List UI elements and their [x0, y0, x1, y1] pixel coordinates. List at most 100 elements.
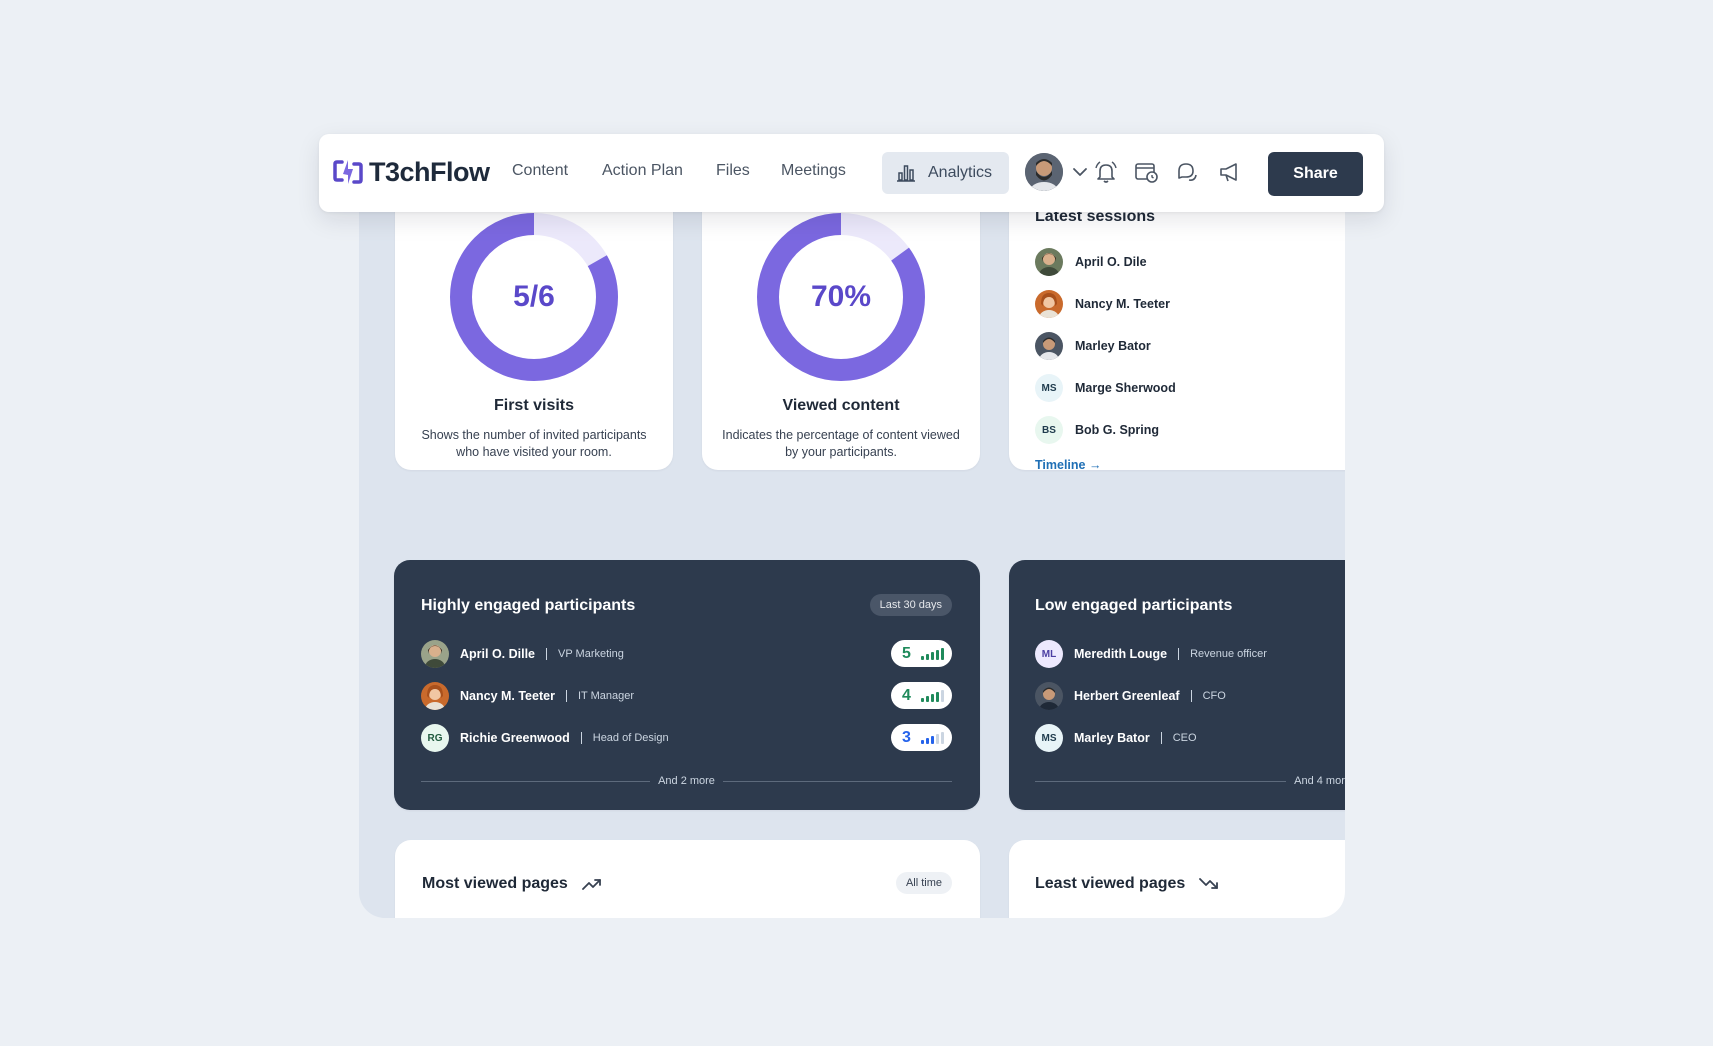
signal-bars-icon — [920, 689, 944, 702]
dashboard-canvas: 5/6 First visits Shows the number of inv… — [359, 140, 1345, 918]
calendar-clock-icon[interactable] — [1134, 160, 1158, 184]
participant-row[interactable]: MS Marley Bator CEO — [1035, 724, 1197, 752]
trend-down-icon — [1199, 878, 1219, 889]
score-value: 4 — [902, 686, 911, 704]
most-viewed-header: Most viewed pages — [422, 875, 602, 893]
avatar: MS — [1035, 374, 1063, 402]
participant-role: IT Manager — [577, 690, 635, 702]
participant-row[interactable]: ML Meredith Louge Revenue officer — [1035, 640, 1267, 668]
participant-name: April O. Dille — [460, 647, 536, 661]
avatar: ML — [1035, 640, 1063, 668]
low-engaged-card: Low engaged participants ML Meredith Lou… — [1009, 560, 1345, 810]
session-name: Nancy M. Teeter — [1075, 297, 1170, 311]
bell-icon[interactable] — [1094, 160, 1118, 184]
first-visits-card: 5/6 First visits Shows the number of inv… — [395, 192, 673, 470]
session-name: Marley Bator — [1075, 339, 1151, 353]
participant-name: Herbert Greenleaf — [1074, 689, 1180, 703]
participant-role: Revenue officer — [1190, 648, 1267, 660]
participant-role: CEO — [1172, 732, 1197, 744]
session-item[interactable]: April O. Dile — [1035, 248, 1147, 276]
period-badge[interactable]: All time — [895, 872, 952, 894]
first-visits-donut: 5/6 — [449, 212, 619, 382]
avatar: BS — [1035, 416, 1063, 444]
chevron-down-icon[interactable] — [1068, 160, 1092, 184]
highly-engaged-title: Highly engaged participants — [421, 597, 636, 614]
divider — [1190, 690, 1192, 702]
share-button[interactable]: Share — [1268, 152, 1363, 196]
chat-icon[interactable] — [1175, 160, 1199, 184]
latest-sessions-card: Latest sessions April O. Dile Nancy M. T… — [1009, 192, 1345, 472]
participant-name: Richie Greenwood — [460, 731, 570, 745]
highly-engaged-card: Highly engaged participants Last 30 days… — [394, 560, 980, 810]
nav-content[interactable]: Content — [512, 162, 569, 179]
participant-name: Meredith Louge — [1074, 647, 1168, 661]
avatar — [421, 640, 449, 668]
signal-bars-icon — [920, 647, 944, 660]
bar-chart-icon — [897, 165, 915, 182]
session-item[interactable]: BS Bob G. Spring — [1035, 416, 1159, 444]
avatar: RG — [421, 724, 449, 752]
participant-name: Marley Bator — [1074, 731, 1150, 745]
more-count: And 4 more — [1294, 775, 1345, 787]
viewed-content-title: Viewed content — [782, 397, 900, 414]
engagement-score: 3 — [891, 724, 952, 751]
nav-analytics[interactable]: Analytics — [882, 152, 1009, 194]
divider — [1178, 648, 1180, 660]
nav-analytics-label: Analytics — [928, 164, 993, 181]
more-count: And 2 more — [658, 775, 715, 787]
viewed-content-description: Indicates the percentage of content view… — [722, 428, 960, 459]
first-visits-description: Shows the number of invited participants… — [421, 428, 647, 459]
participant-name: Nancy M. Teeter — [460, 689, 555, 703]
least-viewed-title: Least viewed pages — [1035, 875, 1186, 892]
signal-bars-icon — [920, 731, 944, 744]
session-item[interactable]: Nancy M. Teeter — [1035, 290, 1170, 318]
more-divider[interactable]: And 4 more — [1035, 775, 1345, 787]
trend-up-icon — [581, 879, 601, 890]
participant-role: Head of Design — [592, 732, 669, 744]
nav-meetings[interactable]: Meetings — [781, 162, 846, 179]
engagement-score: 4 — [891, 682, 952, 709]
most-viewed-card: Most viewed pages All time — [395, 840, 980, 918]
viewed-content-donut: 70% — [756, 212, 926, 382]
avatar — [1035, 682, 1063, 710]
timeline-link[interactable]: Timeline → — [1035, 458, 1102, 472]
avatar — [421, 682, 449, 710]
more-divider[interactable]: And 2 more — [421, 775, 952, 787]
participant-row[interactable]: Nancy M. Teeter IT Manager — [421, 682, 634, 710]
session-item[interactable]: MS Marge Sherwood — [1035, 374, 1176, 402]
nav-files[interactable]: Files — [716, 162, 750, 179]
session-name: Marge Sherwood — [1075, 381, 1176, 395]
participant-role: CFO — [1202, 690, 1226, 702]
top-navbar: T3chFlow Content Action Plan Files Meeti… — [319, 134, 1384, 212]
participant-row[interactable]: RG Richie Greenwood Head of Design — [421, 724, 669, 752]
divider — [1160, 732, 1162, 744]
score-value: 3 — [902, 728, 911, 746]
participant-role: VP Marketing — [558, 648, 624, 660]
session-name: April O. Dile — [1075, 255, 1147, 269]
divider — [565, 690, 567, 702]
user-avatar[interactable] — [1025, 153, 1063, 191]
brand-name: T3chFlow — [369, 156, 490, 187]
low-engaged-title: Low engaged participants — [1035, 597, 1233, 614]
avatar — [1035, 290, 1063, 318]
megaphone-icon[interactable] — [1218, 160, 1242, 184]
session-item[interactable]: Marley Bator — [1035, 332, 1151, 360]
nav-action-plan[interactable]: Action Plan — [602, 162, 683, 179]
most-viewed-title: Most viewed pages — [422, 875, 568, 892]
engagement-score: 5 — [891, 640, 952, 667]
participant-row[interactable]: April O. Dille VP Marketing — [421, 640, 624, 668]
period-badge[interactable]: Last 30 days — [869, 594, 952, 616]
viewed-content-card: 70% Viewed content Indicates the percent… — [702, 192, 980, 470]
first-visits-title: First visits — [493, 397, 575, 414]
least-viewed-card: Least viewed pages — [1009, 840, 1345, 918]
participant-row[interactable]: Herbert Greenleaf CFO — [1035, 682, 1226, 710]
score-value: 5 — [902, 644, 911, 662]
divider — [546, 648, 548, 660]
avatar — [1035, 332, 1063, 360]
latest-sessions-title: Latest sessions — [1035, 208, 1156, 225]
viewed-content-value: 70% — [810, 280, 872, 313]
divider — [580, 732, 582, 744]
least-viewed-header: Least viewed pages — [1035, 875, 1219, 893]
avatar: MS — [1035, 724, 1063, 752]
brand-logo[interactable]: T3chFlow — [333, 156, 490, 188]
